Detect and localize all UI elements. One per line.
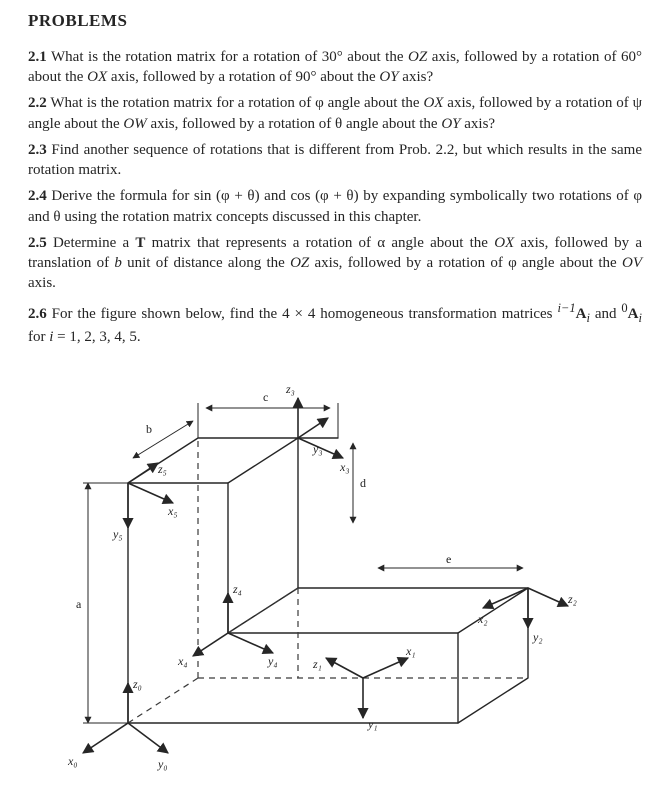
axis-oy: OY — [441, 116, 460, 132]
problem-text: What is the rotation matrix for a rotati… — [47, 49, 408, 65]
label-z3: z₃ — [285, 382, 295, 396]
problem-2-4: 2.4 Derive the formula for sin (φ + θ) a… — [28, 186, 642, 227]
problem-text: For the figure shown below, find the 4 ×… — [47, 306, 558, 322]
dim-c: c — [263, 390, 268, 404]
label-y5: y₅ — [112, 527, 123, 541]
problem-2-6: 2.6 For the figure shown below, find the… — [28, 300, 642, 347]
label-x4: x₄ — [177, 654, 188, 668]
page-title: PROBLEMS — [28, 10, 642, 33]
problem-text: axis? — [399, 69, 434, 85]
problem-number: 2.6 — [28, 306, 47, 322]
dim-e: e — [446, 552, 451, 566]
dim-b: b — [146, 422, 152, 436]
problem-text: = 1, 2, 3, 4, 5. — [53, 329, 140, 345]
label-y2: y₂ — [532, 630, 543, 644]
superscript: i−1 — [557, 301, 575, 315]
problem-text: unit of distance along the — [122, 255, 290, 271]
axis-ow: OW — [123, 116, 146, 132]
axis-oz: OZ — [290, 255, 309, 271]
problem-text: Determine a — [47, 235, 136, 251]
problem-text: Find another sequence of rotations that … — [28, 142, 642, 178]
label-x5: x₅ — [167, 504, 178, 518]
problem-2-2: 2.2 What is the rotation matrix for a ro… — [28, 93, 642, 134]
problem-text: axis. — [28, 275, 56, 291]
label-y4: y₄ — [267, 654, 278, 668]
axis-oz: OZ — [408, 49, 427, 65]
axis-ox: OX — [87, 69, 107, 85]
problem-text: matrix that represents a rotation of α a… — [145, 235, 494, 251]
label-z0: z₀ — [132, 677, 142, 691]
dim-a: a — [76, 597, 82, 611]
label-x3: x₃ — [339, 460, 350, 474]
subscript: i — [639, 311, 642, 325]
problem-text: Derive the formula for sin (φ + θ) and c… — [28, 188, 642, 224]
matrix-a: A — [576, 306, 587, 322]
label-z4: z₄ — [232, 582, 242, 596]
label-x0: x₀ — [67, 754, 78, 768]
problem-2-1: 2.1 What is the rotation matrix for a ro… — [28, 47, 642, 88]
problem-number: 2.4 — [28, 188, 47, 204]
dim-d: d — [360, 476, 366, 490]
problem-number: 2.2 — [28, 95, 47, 111]
figure-container: a b c d e x₀ y₀ z₀ x₅ y₅ z₅ x₃ y₃ z₃ z₄ … — [28, 353, 642, 783]
label-z5: z₅ — [157, 462, 167, 476]
problem-text: axis? — [461, 116, 496, 132]
label-x2: x₂ — [477, 612, 488, 626]
problem-text: and — [590, 306, 621, 322]
problem-text: axis, followed by a rotation of 90° abou… — [107, 69, 379, 85]
label-y0: y₀ — [157, 757, 168, 771]
problem-2-3: 2.3 Find another sequence of rotations t… — [28, 140, 642, 181]
axis-ox: OX — [423, 95, 443, 111]
problem-number: 2.1 — [28, 49, 47, 65]
axis-ov: OV — [622, 255, 642, 271]
axis-oy: OY — [379, 69, 398, 85]
problem-text: What is the rotation matrix for a rotati… — [47, 95, 424, 111]
problem-text: axis, followed by a rotation of θ angle … — [147, 116, 442, 132]
problem-number: 2.3 — [28, 142, 47, 158]
label-y3: y₃ — [312, 442, 323, 456]
problem-number: 2.5 — [28, 235, 47, 251]
matrix-t: T — [135, 235, 145, 251]
problem-text: for — [28, 329, 49, 345]
problem-text: axis, followed by a rotation of φ angle … — [309, 255, 622, 271]
label-y1: y₁ — [367, 717, 378, 731]
problem-2-5: 2.5 Determine a T matrix that represents… — [28, 233, 642, 294]
label-x1: x₁ — [405, 644, 416, 658]
axis-ox: OX — [494, 235, 514, 251]
matrix-a: A — [628, 306, 639, 322]
var-b: b — [114, 255, 122, 271]
label-z1: z₁ — [312, 657, 322, 671]
figure-svg: a b c d e x₀ y₀ z₀ x₅ y₅ z₅ x₃ y₃ z₃ z₄ … — [28, 353, 618, 783]
label-z2: z₂ — [567, 592, 577, 606]
